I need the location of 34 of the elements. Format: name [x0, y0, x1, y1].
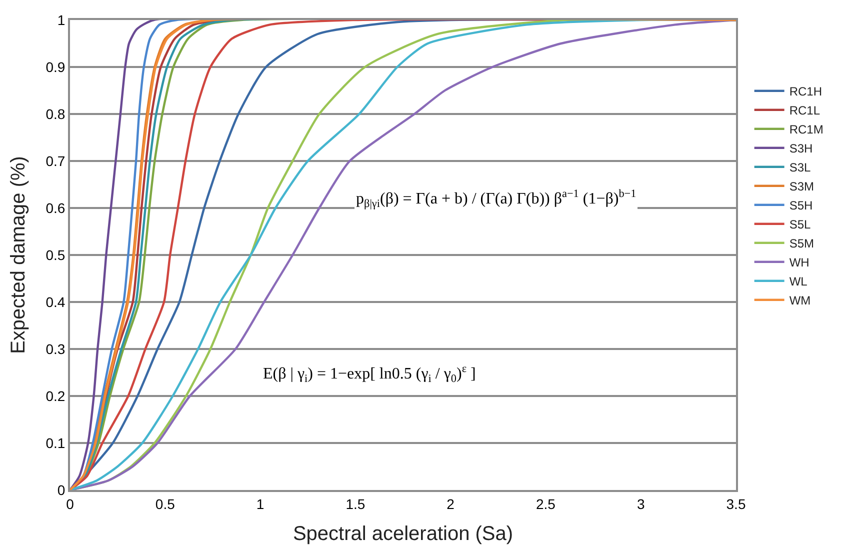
y-tick-label: 0.2 — [46, 388, 66, 404]
y-tick-label: 0.9 — [46, 58, 66, 75]
text: E(β | γ$_{i}$) = 1−exp[ ln0.5 (γ$_{i}$ / γ$_{0}$)$^{ε}$ ] — [263, 363, 476, 386]
y-tick-label: 0.5 — [46, 246, 66, 263]
legend-label: S5M — [789, 236, 814, 251]
legend-label: RC1L — [789, 104, 820, 118]
legend-label: S3H — [789, 142, 813, 156]
legend-label: RC1H — [789, 84, 822, 99]
y-tick-label: 0.3 — [46, 340, 66, 357]
legend-label: S3L — [789, 160, 811, 175]
x-tick-label: 2.5 — [536, 496, 556, 512]
y-tick-label: 1 — [57, 12, 66, 28]
y-tick-label: 0.1 — [46, 434, 66, 451]
legend-label: RC1M — [789, 122, 824, 137]
annotation: p$_{β|γi}$(β) = Γ(a + b) / (Γ(a) Γ(b)) β$^{a−1}$ (1−β)$^{b−1}$ — [356, 188, 636, 210]
legend-label: S5L — [789, 218, 811, 232]
x-tick-label: 3.5 — [726, 496, 746, 512]
x-tick-label: 1.5 — [346, 496, 366, 512]
y-tick-label: 0.6 — [46, 200, 66, 216]
y-tick-label: 0 — [57, 482, 66, 498]
legend-label: WL — [789, 274, 808, 289]
legend-label: WH — [789, 256, 810, 270]
y-tick-label: 0.4 — [46, 294, 66, 310]
legend-label: S5H — [789, 198, 813, 213]
x-axis-title: Spectral aceleration (Sa) — [292, 522, 514, 545]
x-tick-label: 0.5 — [155, 496, 176, 512]
x-tick-label: 1 — [256, 496, 264, 512]
y-tick-label: 0.8 — [46, 106, 66, 122]
y-tick-label: 0.7 — [46, 152, 66, 169]
y-axis-title: Expected damage (%) — [8, 156, 30, 354]
legend-label: WM — [789, 294, 811, 308]
x-tick-label: 2 — [446, 496, 455, 512]
x-tick-label: 3 — [636, 496, 645, 512]
legend-label: S3M — [789, 180, 814, 194]
